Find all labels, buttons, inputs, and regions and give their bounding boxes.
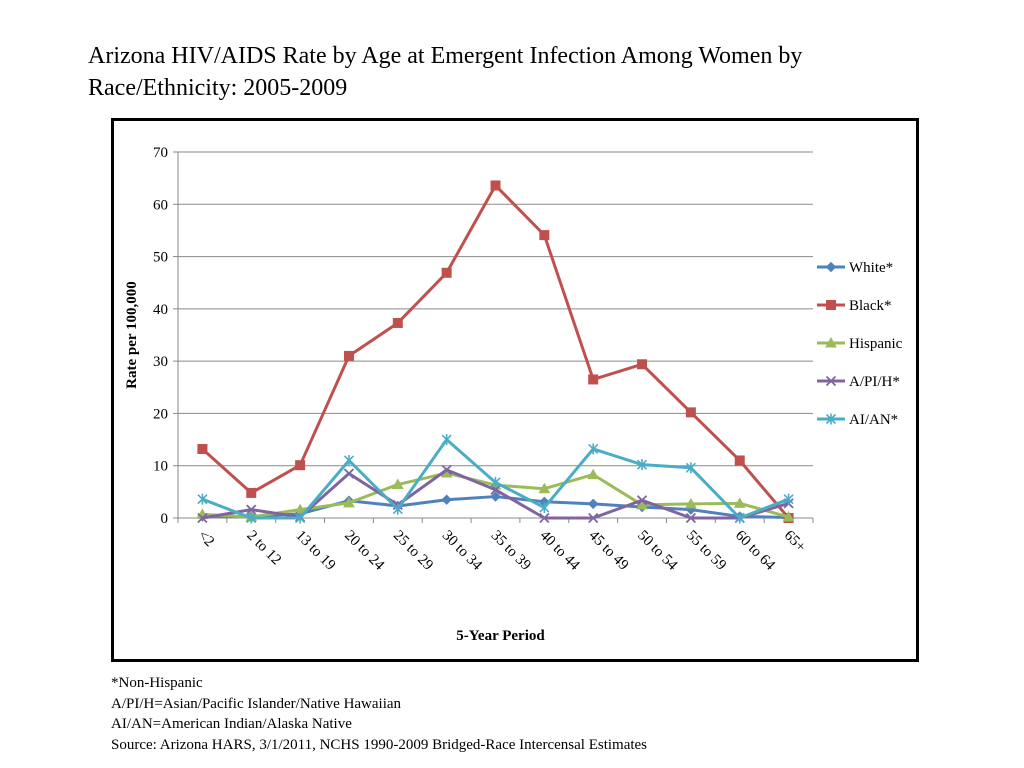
legend-label-apih: A/PI/H* [849, 374, 900, 390]
legend-label-hispanic: Hispanic [849, 336, 903, 352]
line-chart: 0 10 20 30 40 50 60 70 <2 2 to 12 13 to 19 20 to 24… [124, 145, 903, 644]
legend-marker-black [826, 300, 836, 310]
data-point-black [392, 317, 403, 328]
data-point-black [246, 487, 257, 498]
data-point-hispanic [587, 468, 600, 480]
data-point-apih [197, 512, 208, 524]
data-point-black [734, 455, 745, 466]
data-point-aian [197, 493, 208, 505]
data-point-hispanic [538, 482, 551, 494]
data-point-apih [490, 484, 501, 495]
data-point-black [490, 180, 501, 191]
data-point-hispanic [343, 496, 355, 508]
data-point-aian [295, 512, 306, 524]
data-point-black [343, 350, 354, 361]
data-point-hispanic [733, 497, 746, 508]
data-point-white [587, 498, 599, 510]
data-point-apih [539, 512, 550, 524]
data-point-hispanic [391, 478, 404, 490]
x-tick-label: <2 [195, 528, 218, 551]
legend-marker-apih [825, 375, 837, 387]
data-point-apih [441, 464, 452, 476]
y-tick-label: 0 [161, 511, 169, 527]
x-tick-label: 40 to 44 [537, 528, 583, 574]
data-point-aian [783, 493, 794, 505]
data-point-apih [636, 495, 648, 506]
data-point-aian [588, 443, 599, 455]
x-tick-label: 2 to 12 [243, 528, 284, 569]
chart-frame: 0 10 20 30 40 50 60 70 <2 2 to 12 13 to 19 20 to 24… [111, 118, 919, 662]
legend-marker-aian [825, 413, 837, 425]
data-point-aian [490, 476, 501, 488]
x-tick-label: 35 to 39 [488, 528, 534, 574]
y-tick-label: 10 [153, 459, 168, 475]
data-point-aian [392, 503, 403, 515]
legend-label-white: White* [849, 260, 893, 276]
y-axis-title: Rate per 100,000 [124, 281, 140, 389]
footnotes: *Non-Hispanic A/PI/H=Asian/Pacific Islan… [111, 673, 647, 755]
footnote-non-hispanic: *Non-Hispanic [111, 675, 203, 691]
x-tick-label: 30 to 34 [439, 528, 485, 574]
data-point-black [441, 267, 452, 278]
x-tick-label: 25 to 29 [390, 528, 436, 574]
y-tick-label: 70 [153, 145, 168, 161]
chart-title: Arizona HIV/AIDS Rate by Age at Emergent… [88, 40, 948, 104]
data-point-black [539, 230, 550, 241]
data-point-aian [441, 434, 452, 446]
x-axis-title: 5-Year Period [456, 628, 545, 644]
x-tick-label: 13 to 19 [292, 528, 338, 574]
data-point-black [588, 374, 599, 385]
data-point-aian [343, 454, 355, 466]
data-point-white [441, 494, 452, 505]
x-tick-label: 45 to 49 [585, 528, 631, 574]
data-point-hispanic [782, 510, 795, 522]
x-tick-label: 50 to 54 [634, 528, 680, 574]
y-tick-label: 60 [153, 197, 168, 213]
data-point-apih [588, 512, 599, 524]
legend-label-aian: AI/AN* [849, 412, 898, 428]
data-point-apih [343, 468, 355, 479]
x-tick-label: 20 to 24 [341, 528, 387, 574]
y-tick-label: 20 [153, 406, 168, 422]
chart-title-line-1: Arizona HIV/AIDS Rate by Age at Emergent… [88, 43, 803, 69]
legend-marker-white [825, 261, 837, 273]
legend-label-black: Black* [849, 298, 892, 314]
footnote-source: Source: Arizona HARS, 3/1/2011, NCHS 199… [111, 736, 648, 753]
data-point-hispanic [685, 497, 697, 509]
data-point-hispanic [636, 498, 648, 510]
data-point-aian [539, 502, 550, 514]
data-point-aian [685, 462, 696, 474]
series-line-black [201, 183, 790, 519]
data-point-aian [246, 512, 257, 524]
chart-title-line-2: Race/Ethnicity: 2005-2009 [88, 75, 348, 101]
x-tick-label: 55 to 59 [683, 528, 729, 574]
x-tick-label: 65+ [781, 528, 809, 556]
data-point-white [490, 491, 501, 502]
y-tick-label: 50 [153, 250, 168, 266]
footnote-apih-definition: A/PI/H=Asian/Pacific Islander/Native Haw… [111, 695, 402, 712]
data-point-apih [685, 512, 697, 524]
data-point-black [637, 359, 648, 370]
data-point-black [685, 407, 696, 418]
footnote-aian-definition: AI/AN=American Indian/Alaska Native [111, 716, 352, 732]
data-point-aian [734, 512, 745, 524]
legend-marker-hispanic [825, 336, 837, 348]
data-point-aian [636, 459, 648, 471]
data-point-black [197, 443, 208, 454]
data-point-black [295, 460, 306, 471]
y-tick-label: 40 [153, 302, 168, 318]
data-point-apih [246, 504, 257, 515]
x-tick-label: 60 to 64 [732, 528, 778, 574]
y-tick-label: 30 [153, 354, 168, 370]
